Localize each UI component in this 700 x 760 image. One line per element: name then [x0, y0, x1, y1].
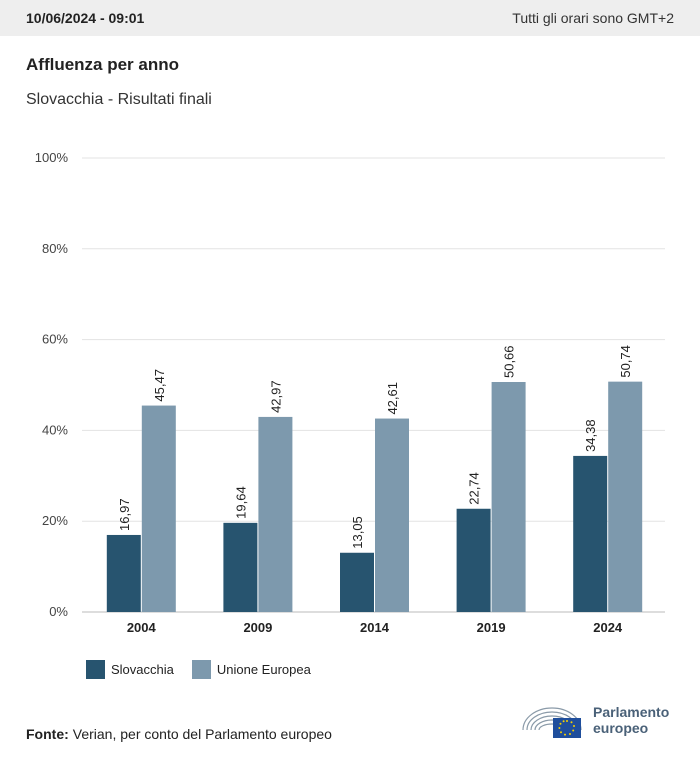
y-tick-label: 20%	[42, 513, 68, 528]
data-label: 19,64	[233, 486, 248, 519]
y-tick-label: 100%	[35, 150, 69, 165]
logo-line-2: europeo	[593, 720, 649, 736]
turnout-bar-chart: 0% 20% 40% 60% 80% 100% 16,97 45,47 2004 19,64 42,…	[35, 150, 665, 635]
bar-slovacchia-2019	[456, 508, 491, 612]
logo-line-1: Parlamento	[593, 704, 670, 720]
x-tick-label: 2019	[477, 620, 506, 635]
data-label: 22,74	[467, 472, 482, 505]
chart-subtitle: Slovacchia - Risultati finali	[26, 91, 212, 108]
data-label: 42,97	[268, 380, 283, 413]
bar-unione-europea-2014	[375, 418, 409, 612]
legend-label-unione-europea: Unione Europea	[216, 662, 311, 677]
legend-item-slovacchia[interactable]: Slovacchia	[86, 660, 174, 679]
bar-slovacchia-2014	[340, 552, 374, 612]
data-label: 34,38	[583, 419, 598, 452]
y-tick-label: 0%	[49, 604, 68, 619]
source-note: Fonte: Verian, per conto del Parlamento e…	[26, 726, 332, 742]
chart-legend: Slovacchia Unione Europea	[86, 660, 329, 679]
top-bar: 10/06/2024 - 09:01 Tutti gli orari sono …	[0, 0, 700, 36]
data-label: 16,97	[117, 498, 132, 531]
data-label: 45,47	[152, 369, 167, 402]
bar-slovacchia-2009	[223, 522, 258, 612]
y-tick-label: 60%	[42, 332, 68, 347]
bar-unione-europea-2024	[608, 381, 643, 612]
source-label: Fonte:	[26, 726, 69, 742]
legend-label-slovacchia: Slovacchia	[111, 662, 174, 677]
y-tick-label: 40%	[42, 422, 68, 437]
data-label: 50,74	[618, 345, 633, 378]
bar-slovacchia-2004	[106, 534, 141, 612]
bar-unione-europea-2019	[491, 382, 526, 612]
legend-item-unione-europea[interactable]: Unione Europea	[191, 660, 311, 679]
x-tick-label: 2004	[127, 620, 157, 635]
x-tick-label: 2024	[593, 620, 623, 635]
data-label: 50,66	[502, 345, 517, 378]
legend-swatch-unione-europea	[191, 660, 211, 679]
data-label: 42,61	[385, 382, 400, 415]
hemicycle-eu-flag-icon	[522, 707, 582, 738]
timezone-note: Tutti gli orari sono GMT+2	[512, 10, 674, 26]
x-tick-label: 2014	[360, 620, 390, 635]
x-tick-label: 2009	[243, 620, 272, 635]
legend-swatch-slovacchia	[86, 660, 105, 679]
data-label: 13,05	[350, 516, 365, 549]
timestamp: 10/06/2024 - 09:01	[26, 10, 145, 26]
bar-unione-europea-2009	[258, 416, 293, 612]
logo-text: Parlamento europeo	[593, 704, 669, 736]
parlamento-europeo-logo: Parlamento europeo	[519, 700, 669, 740]
bar-slovacchia-2024	[573, 455, 608, 612]
y-tick-label: 80%	[42, 241, 68, 256]
chart-title: Affluenza per anno	[26, 55, 180, 74]
source-text: Verian, per conto del Parlamento europeo	[72, 726, 332, 742]
bar-unione-europea-2004	[141, 405, 176, 612]
